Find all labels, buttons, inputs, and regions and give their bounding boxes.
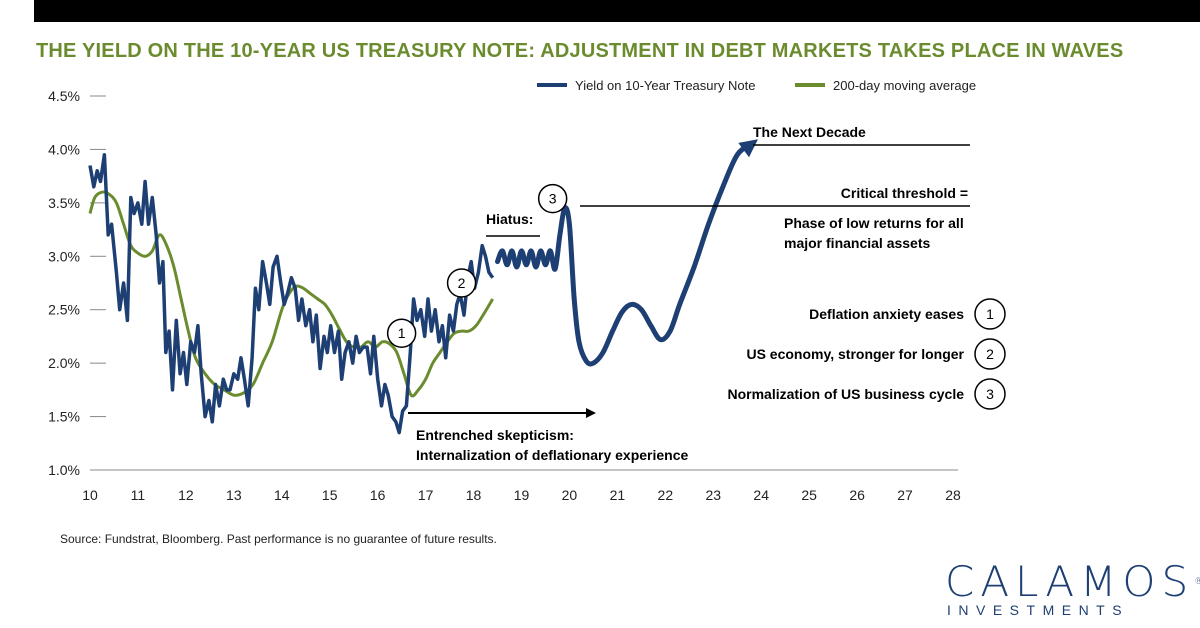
calamos-logo: CALAMOS® INVESTMENTS [945, 561, 1200, 619]
x-tick-label: 15 [322, 487, 338, 503]
y-tick-label: 1.0% [48, 462, 80, 478]
phase-text-line2: major financial assets [784, 235, 931, 251]
annotation-hiatus: Hiatus: [486, 211, 533, 227]
marker-circle-3 [537, 183, 568, 214]
legend-label-ma: 200-day moving average [833, 78, 976, 93]
key-circle-1 [974, 298, 1006, 330]
logo-subtext: INVESTMENTS [947, 602, 1130, 618]
y-tick-label: 1.5% [48, 409, 80, 425]
numbered-key: Deflation anxiety eases 1 US economy, stro… [727, 298, 1006, 410]
legend: Yield on 10-Year Treasury Note 200-day m… [537, 78, 976, 93]
annotation-phase-text: Phase of low returns for all major finan… [784, 215, 968, 251]
x-tick-label: 26 [849, 487, 865, 503]
key-label-2: US economy, stronger for longer [746, 346, 964, 362]
chart-markers: 1 2 3 [386, 183, 568, 348]
series-line-projection [495, 139, 759, 367]
x-tick-label: 22 [658, 487, 674, 503]
series-line-200-day-moving-average [88, 190, 494, 398]
logo-wordmark: CALAMOS® [945, 561, 1200, 603]
x-tick-label: 25 [801, 487, 817, 503]
marker-number-3: 3 [549, 191, 557, 207]
marker-number-1: 1 [398, 325, 406, 341]
key-label-1: Deflation anxiety eases [809, 306, 964, 322]
x-tick-label: 20 [562, 487, 578, 503]
y-tick-label: 2.0% [48, 355, 80, 371]
marker-circle-2 [446, 268, 477, 298]
x-tick-label: 10 [82, 487, 98, 503]
annotation-skepticism-line1: Entrenched skepticism: [416, 427, 574, 443]
x-tick-label: 18 [466, 487, 482, 503]
axes: 10 11 12 13 14 15 16 17 18 19 20 21 22 23 24 25 26 27 281.… [48, 88, 961, 503]
key-circle-2 [974, 338, 1006, 370]
chart-title: THE YIELD ON THE 10-YEAR US TREASURY NOT… [36, 40, 1124, 62]
x-tick-label: 19 [514, 487, 530, 503]
top-bar [0, 0, 1200, 22]
x-tick-label: 28 [945, 487, 961, 503]
annotations: The Next Decade Critical threshold = Pha… [408, 124, 970, 463]
key-number-3: 3 [986, 386, 994, 402]
legend-label-yield: Yield on 10-Year Treasury Note [575, 78, 755, 93]
top-bar-notch [0, 0, 34, 22]
marker-circle-1 [386, 318, 417, 348]
annotation-critical-threshold: Critical threshold = [841, 185, 968, 201]
series-layer [88, 139, 759, 435]
logo-main-text: CALAMOS [945, 557, 1195, 606]
x-tick-label: 17 [418, 487, 434, 503]
x-tick-label: 24 [753, 487, 769, 503]
key-number-1: 1 [986, 306, 994, 322]
key-label-3: Normalization of US business cycle [727, 386, 964, 402]
series-line-yield [88, 153, 495, 435]
y-tick-label: 4.0% [48, 141, 80, 157]
x-tick-label: 23 [705, 487, 721, 503]
y-tick-label: 3.0% [48, 248, 80, 264]
x-tick-label: 12 [178, 487, 194, 503]
logo-registered: ® [1194, 577, 1200, 587]
x-tick-label: 11 [131, 487, 146, 503]
y-tick-label: 2.5% [48, 302, 80, 318]
key-number-2: 2 [986, 346, 994, 362]
annotation-next-decade: The Next Decade [753, 124, 866, 140]
source-note: Source: Fundstrat, Bloomberg. Past perfo… [60, 532, 497, 546]
x-tick-label: 13 [226, 487, 242, 503]
x-tick-label: 27 [897, 487, 913, 503]
phase-text-line1: Phase of low returns for all [784, 215, 964, 231]
y-tick-label: 4.5% [48, 88, 80, 104]
key-circle-3 [974, 378, 1006, 410]
x-tick-label: 14 [274, 487, 290, 503]
y-tick-label: 3.5% [48, 195, 80, 211]
annotation-skepticism-line2: Internalization of deflationary experien… [416, 447, 689, 463]
marker-number-2: 2 [458, 275, 466, 291]
x-tick-label: 16 [370, 487, 386, 503]
x-tick-label: 21 [610, 487, 626, 503]
